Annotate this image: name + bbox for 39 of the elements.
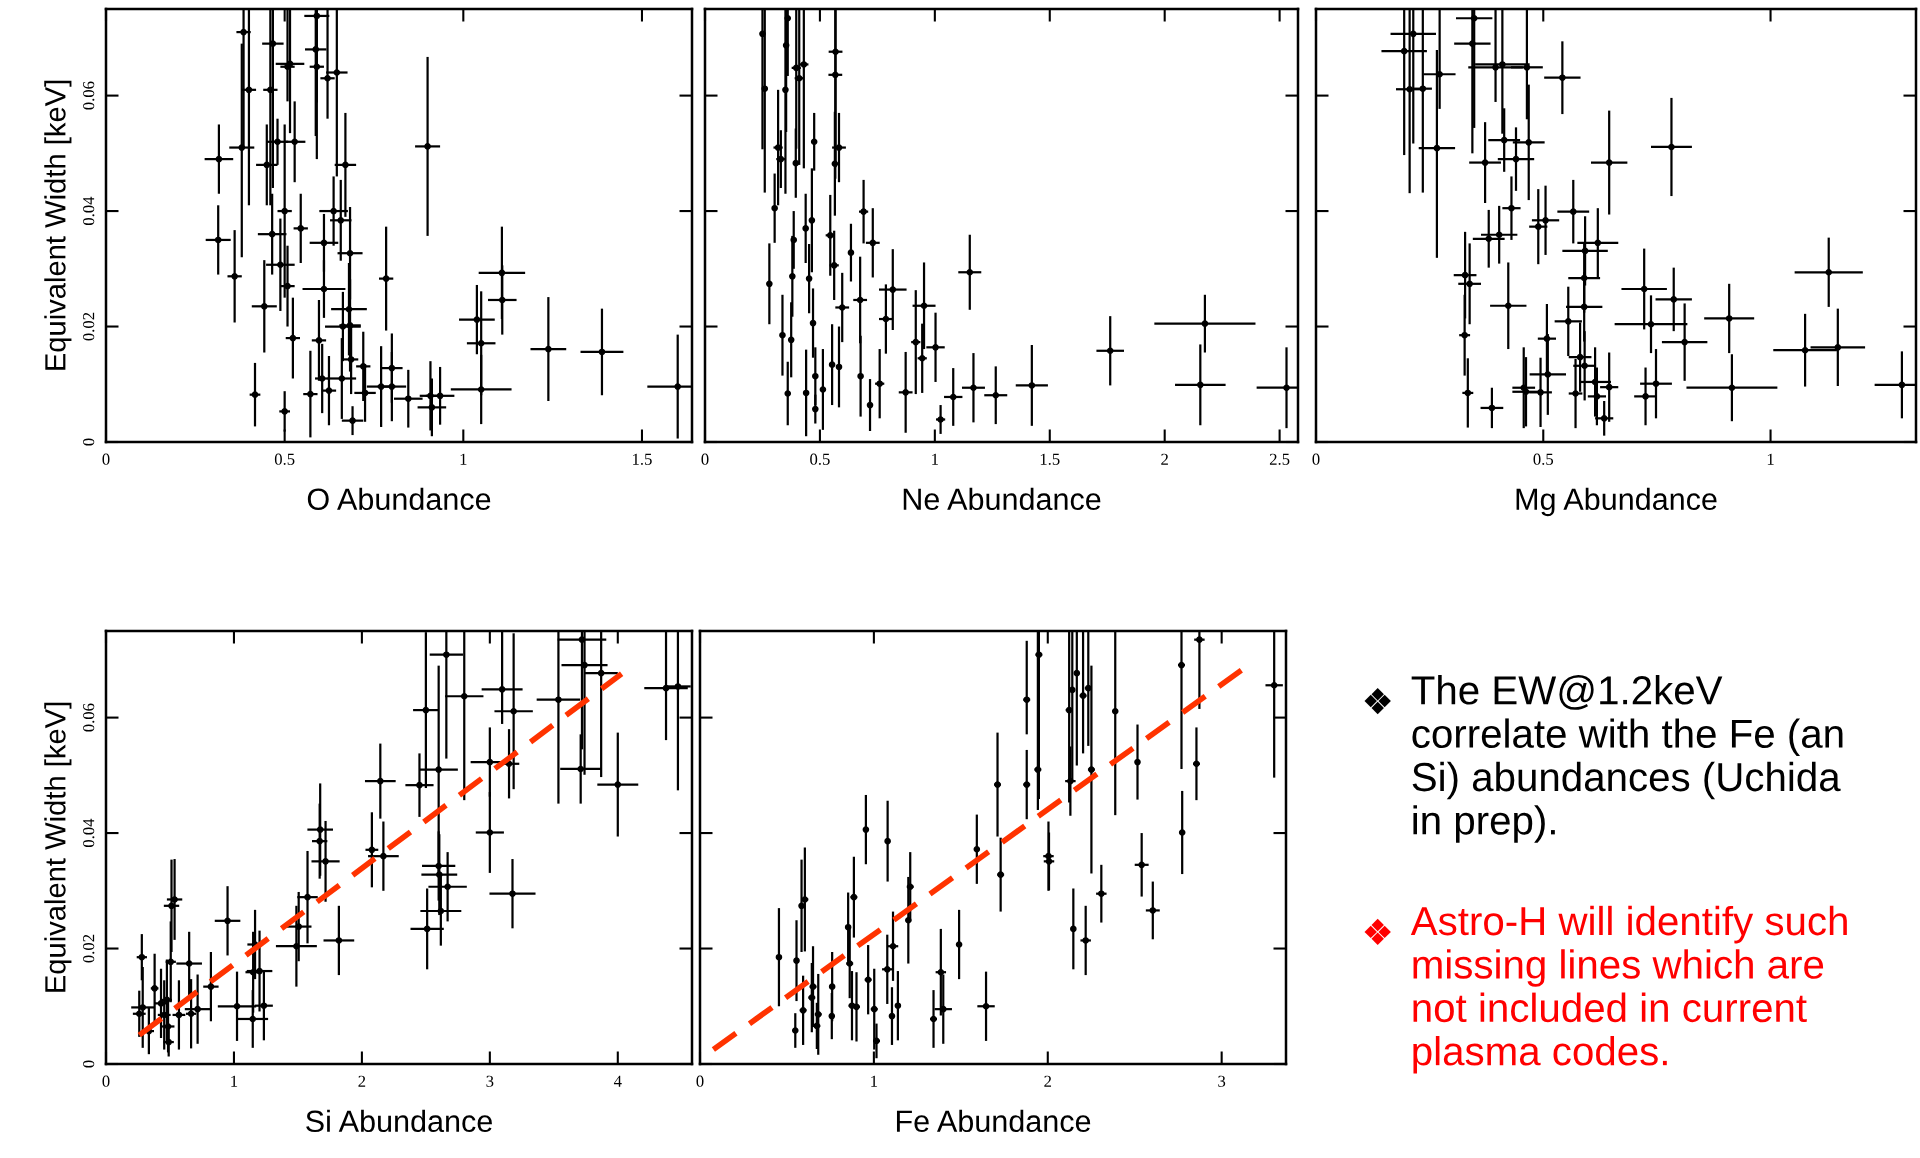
x-tick-label: 0 [1312, 453, 1320, 465]
x-tick-label: 0.5 [1533, 453, 1554, 465]
x-tick-label: 1 [231, 1075, 238, 1087]
y-tick-label: 0.06 [83, 703, 95, 732]
x-axis-title: Si Abundance [306, 1109, 492, 1133]
x-tick-label: 0 [102, 453, 110, 465]
y-tick-label: 0.02 [83, 312, 95, 341]
x-tick-label: 2.5 [1269, 453, 1290, 465]
y-tick-label: 0.06 [83, 81, 95, 110]
x-tick-label: 3 [486, 1075, 494, 1087]
x-tick-label: 1.5 [1040, 453, 1060, 465]
x-tick-label: 1 [871, 1075, 878, 1087]
x-axis-title: O Abundance [307, 487, 491, 511]
x-tick-label: 1 [1767, 453, 1774, 465]
x-tick-label: 3 [1218, 1075, 1226, 1087]
x-tick-label: 0 [701, 453, 709, 465]
x-tick-label: 0.5 [274, 453, 295, 465]
x-tick-label: 0 [102, 1075, 110, 1087]
x-tick-label: 1.5 [633, 453, 652, 465]
text: The EW@1.2keV correlate with the Fe (an Si) abundances (Uchida in prep). [1411, 675, 1843, 843]
x-axis-title: Fe Abundance [896, 1109, 1091, 1133]
x-tick-label: 2 [1044, 1075, 1052, 1087]
x-tick-label: 0.5 [810, 453, 830, 465]
x-axis-title: Mg Abundance [1516, 487, 1717, 517]
x-axis-title: Ne Abundance [903, 487, 1101, 511]
y-tick-label: 0 [83, 1060, 95, 1068]
y-axis-title: Equivalent Width [keV] [44, 702, 72, 992]
y-tick-label: 0.02 [83, 934, 95, 963]
y-tick-label: 0 [83, 438, 95, 446]
y-tick-label: 0.04 [83, 196, 95, 226]
x-tick-label: 2 [358, 1075, 366, 1087]
x-tick-label: 2 [1161, 453, 1168, 465]
x-tick-label: 1 [932, 453, 939, 465]
x-tick-label: 4 [613, 1075, 622, 1087]
y-axis-title: Equivalent Width [keV] [44, 80, 72, 370]
text: Astro-H will identify such missing lines which are not included in current plasma codes. [1410, 905, 1847, 1074]
x-tick-label: 0 [696, 1075, 704, 1087]
y-tick-label: 0.04 [83, 818, 95, 848]
x-tick-label: 1 [460, 453, 467, 465]
